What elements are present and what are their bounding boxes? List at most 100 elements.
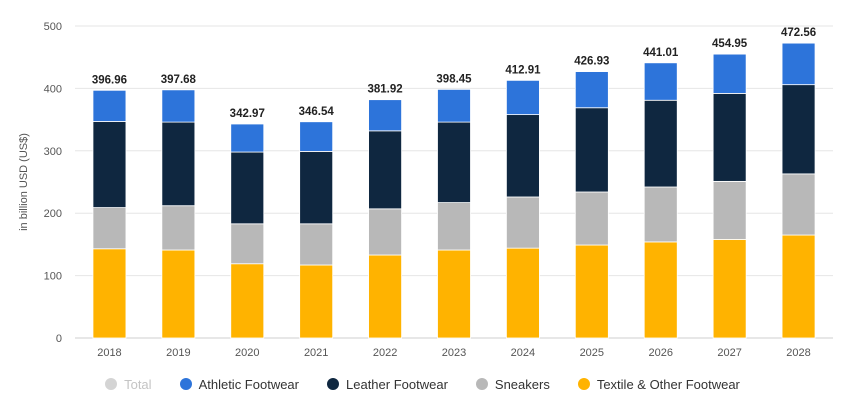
total-label: 342.97 [230,108,265,120]
bar-segment[interactable] [368,208,402,256]
stacked-bar-chart: 0 100 200 300 400 500 396.96 397.68 342.97 346.5… [18,21,833,359]
x-tick-label: 2019 [166,347,190,359]
bar-segment[interactable] [506,79,540,116]
bar-segment[interactable] [92,121,127,208]
bar-segment[interactable] [230,223,265,265]
bar-segment[interactable] [574,71,609,109]
total-label: 454.95 [712,38,748,50]
bar-segment[interactable] [712,92,747,182]
bar-segment[interactable] [299,151,334,225]
legend-dot-icon [577,378,590,390]
x-tick-label: 2028 [786,347,810,359]
legend-dot-icon [475,378,488,390]
bar-stack-2026[interactable]: 441.01 [643,47,679,339]
bar-stack-2028[interactable]: 472.56 [781,27,816,339]
y-axis: 0 100 200 300 400 500 [44,21,62,345]
bar-segment[interactable] [781,234,816,339]
x-tick-label: 2021 [304,347,328,359]
legend-label: Athletic Footwear [198,376,299,392]
bar-segment[interactable] [230,151,265,225]
bar-segment[interactable] [643,99,678,188]
legend-label: Leather Footwear [346,376,448,392]
bar-segment[interactable] [643,62,678,101]
total-label: 396.96 [92,74,127,86]
x-tick-label: 2026 [648,347,672,359]
bar-stack-2020[interactable]: 342.97 [230,108,265,339]
legend-item[interactable]: Textile & Other Footwear [577,376,740,392]
bar-segment[interactable] [781,173,816,236]
x-tick-label: 2022 [373,347,397,359]
legend-item[interactable]: Athletic Footwear [179,376,299,392]
x-axis: 2018 2019 2020 2021 2022 2023 2024 2025 2026 2027… [97,347,811,359]
total-label: 397.68 [161,74,197,86]
bar-segment[interactable] [161,249,196,339]
total-label: 441.01 [643,47,679,59]
y-tick-label: 300 [44,146,62,158]
legend-item[interactable]: Leather Footwear [327,377,448,392]
x-tick-label: 2023 [442,347,466,359]
bar-stack-2025[interactable]: 426.93 [574,56,609,339]
bar-segment[interactable] [574,107,609,193]
bar-stack-2019[interactable]: 397.68 [161,74,197,339]
bar-segment[interactable] [92,89,127,122]
bar-segment[interactable] [712,53,747,94]
bar-stack-2027[interactable]: 454.95 [712,38,748,339]
y-tick-label: 400 [44,83,62,95]
bar-segment[interactable] [781,42,816,86]
bar-segment[interactable] [506,114,540,198]
total-label: 412.91 [505,64,541,76]
bar-stack-2023[interactable]: 398.45 [436,73,472,339]
x-tick-label: 2027 [717,347,741,359]
legend-label: Total [124,376,152,392]
total-label: 398.45 [436,73,472,85]
legend-label: Textile & Other Footwear [596,376,740,392]
bar-segment[interactable] [712,239,747,339]
legend-item[interactable]: Total [105,376,152,392]
bar-segment[interactable] [368,99,402,132]
bar-segment[interactable] [643,241,678,339]
legend: Total Athletic Footwear Leather Footwear Sn… [0,372,845,396]
bar-segment[interactable] [161,89,196,123]
bar-segment[interactable] [299,264,334,339]
total-label: 346.54 [299,106,335,118]
total-label: 472.56 [781,27,816,39]
bar-segment[interactable] [574,191,609,246]
y-tick-label: 500 [44,21,62,33]
bar-segment[interactable] [437,202,471,251]
y-tick-label: 100 [44,271,62,283]
bar-segment[interactable] [574,244,609,339]
legend-dot-icon [327,378,339,390]
total-label: 381.92 [367,84,402,96]
bar-stack-2024[interactable]: 412.91 [505,64,541,339]
bar-segment[interactable] [712,180,747,240]
bar-stack-2018[interactable]: 396.96 [92,74,127,339]
bar-segment[interactable] [506,247,540,339]
x-tick-label: 2020 [235,347,259,359]
bar-segment[interactable] [161,121,196,207]
bar-segment[interactable] [299,121,334,152]
legend-dot-icon [179,378,192,390]
y-axis-label: in billion USD (US$) [18,133,30,231]
bar-segment[interactable] [161,205,196,251]
bar-segment[interactable] [92,207,127,250]
bar-stack-2022[interactable]: 381.92 [367,84,403,339]
bar-segment[interactable] [230,123,265,153]
bar-segment[interactable] [437,249,471,339]
bar-segment[interactable] [230,263,265,339]
bar-segment[interactable] [437,88,471,123]
bar-segment[interactable] [643,186,678,243]
bars: 396.96 397.68 342.97 346.54 381.92 398.45 412.… [92,27,816,339]
legend-item[interactable]: Sneakers [475,377,550,392]
legend-dot-icon [105,378,118,390]
x-tick-label: 2024 [511,347,535,359]
bar-segment[interactable] [506,196,540,249]
x-tick-label: 2025 [580,347,604,359]
bar-segment[interactable] [368,254,402,339]
bar-segment[interactable] [299,223,334,266]
bar-stack-2021[interactable]: 346.54 [299,106,335,339]
bar-segment[interactable] [92,248,127,339]
bar-segment[interactable] [368,130,402,210]
x-tick-label: 2018 [97,347,121,359]
bar-segment[interactable] [781,84,816,175]
bar-segment[interactable] [437,121,471,203]
